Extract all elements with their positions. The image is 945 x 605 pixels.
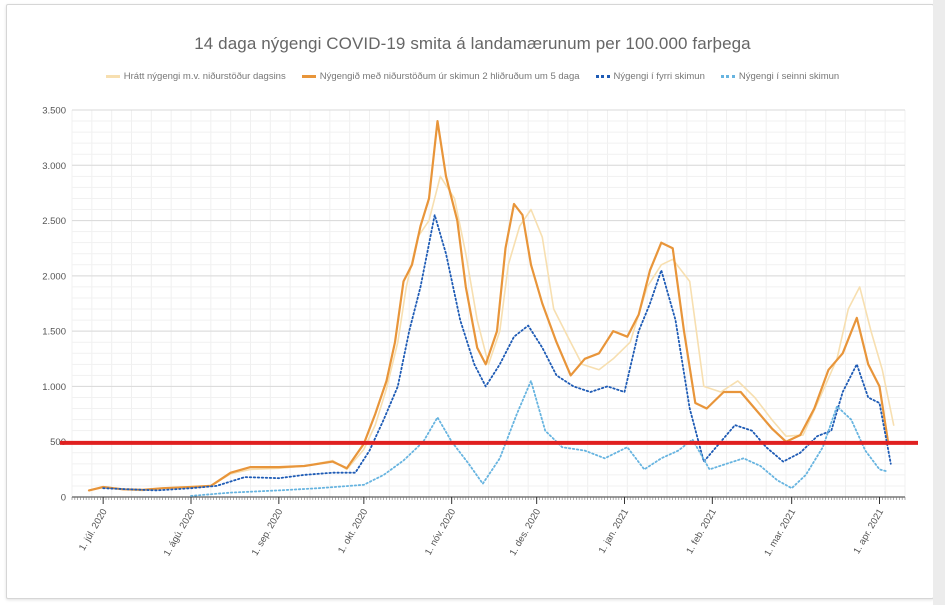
legend-swatch-second xyxy=(720,75,735,78)
x-tick-label: 1. apr. 2021 xyxy=(851,507,886,556)
legend-label-first: Nýgengi í fyrri skimun xyxy=(613,71,705,82)
series-line-3 xyxy=(102,214,892,492)
scrollbar-gutter xyxy=(933,0,945,605)
chart-title: 14 daga nýgengi COVID-19 smita á landamæ… xyxy=(194,34,751,53)
x-tick-label: 1. okt. 2020 xyxy=(336,507,370,556)
x-tick-label: 1. mar. 2021 xyxy=(762,507,798,558)
legend-item-second[interactable]: Nýgengi í seinni skimun xyxy=(720,71,840,82)
series-line-4 xyxy=(190,380,889,497)
y-tick-label: 1.500 xyxy=(42,327,66,338)
x-tick-label: 1. des. 2020 xyxy=(508,507,544,558)
x-tick-label: 1. nóv. 2020 xyxy=(423,507,458,557)
x-tick-label: 1. júl. 2020 xyxy=(77,507,110,553)
legend-label-shifted: Nýgengið með niðurstöðum úr skimun 2 hli… xyxy=(319,71,580,82)
chart-legend: Hrátt nýgengi m.v. niðurstöður dagsins N… xyxy=(0,71,945,82)
y-tick-label: 3.500 xyxy=(42,106,66,117)
series-line-2 xyxy=(87,120,890,492)
y-tick-label: 3.000 xyxy=(42,161,66,172)
legend-item-raw[interactable]: Hrátt nýgengi m.v. niðurstöður dagsins xyxy=(105,71,286,82)
series-line-1 xyxy=(88,175,895,492)
legend-label-raw: Hrátt nýgengi m.v. niðurstöður dagsins xyxy=(123,71,286,82)
x-tick-label: 1. ágú. 2020 xyxy=(162,507,198,558)
legend-item-first[interactable]: Nýgengi í fyrri skimun xyxy=(595,71,705,82)
y-tick-label: 2.500 xyxy=(42,216,66,227)
y-tick-label: 1.000 xyxy=(42,382,66,393)
y-tick-label: 2.000 xyxy=(42,271,66,282)
legend-label-second: Nýgengi í seinni skimun xyxy=(738,71,840,82)
x-tick-label: 1. jan. 2021 xyxy=(597,507,631,556)
y-tick-label: 500 xyxy=(50,437,66,448)
legend-swatch-raw xyxy=(105,75,120,78)
x-tick-label: 1. feb. 2021 xyxy=(684,507,719,556)
chart-card xyxy=(6,4,934,599)
legend-swatch-first xyxy=(595,75,610,78)
y-tick-label: 0 xyxy=(61,493,66,504)
x-tick-label: 1. sep. 2020 xyxy=(250,507,286,558)
legend-item-shifted[interactable]: Nýgengið með niðurstöðum úr skimun 2 hli… xyxy=(301,71,580,82)
legend-swatch-shifted xyxy=(301,75,316,78)
